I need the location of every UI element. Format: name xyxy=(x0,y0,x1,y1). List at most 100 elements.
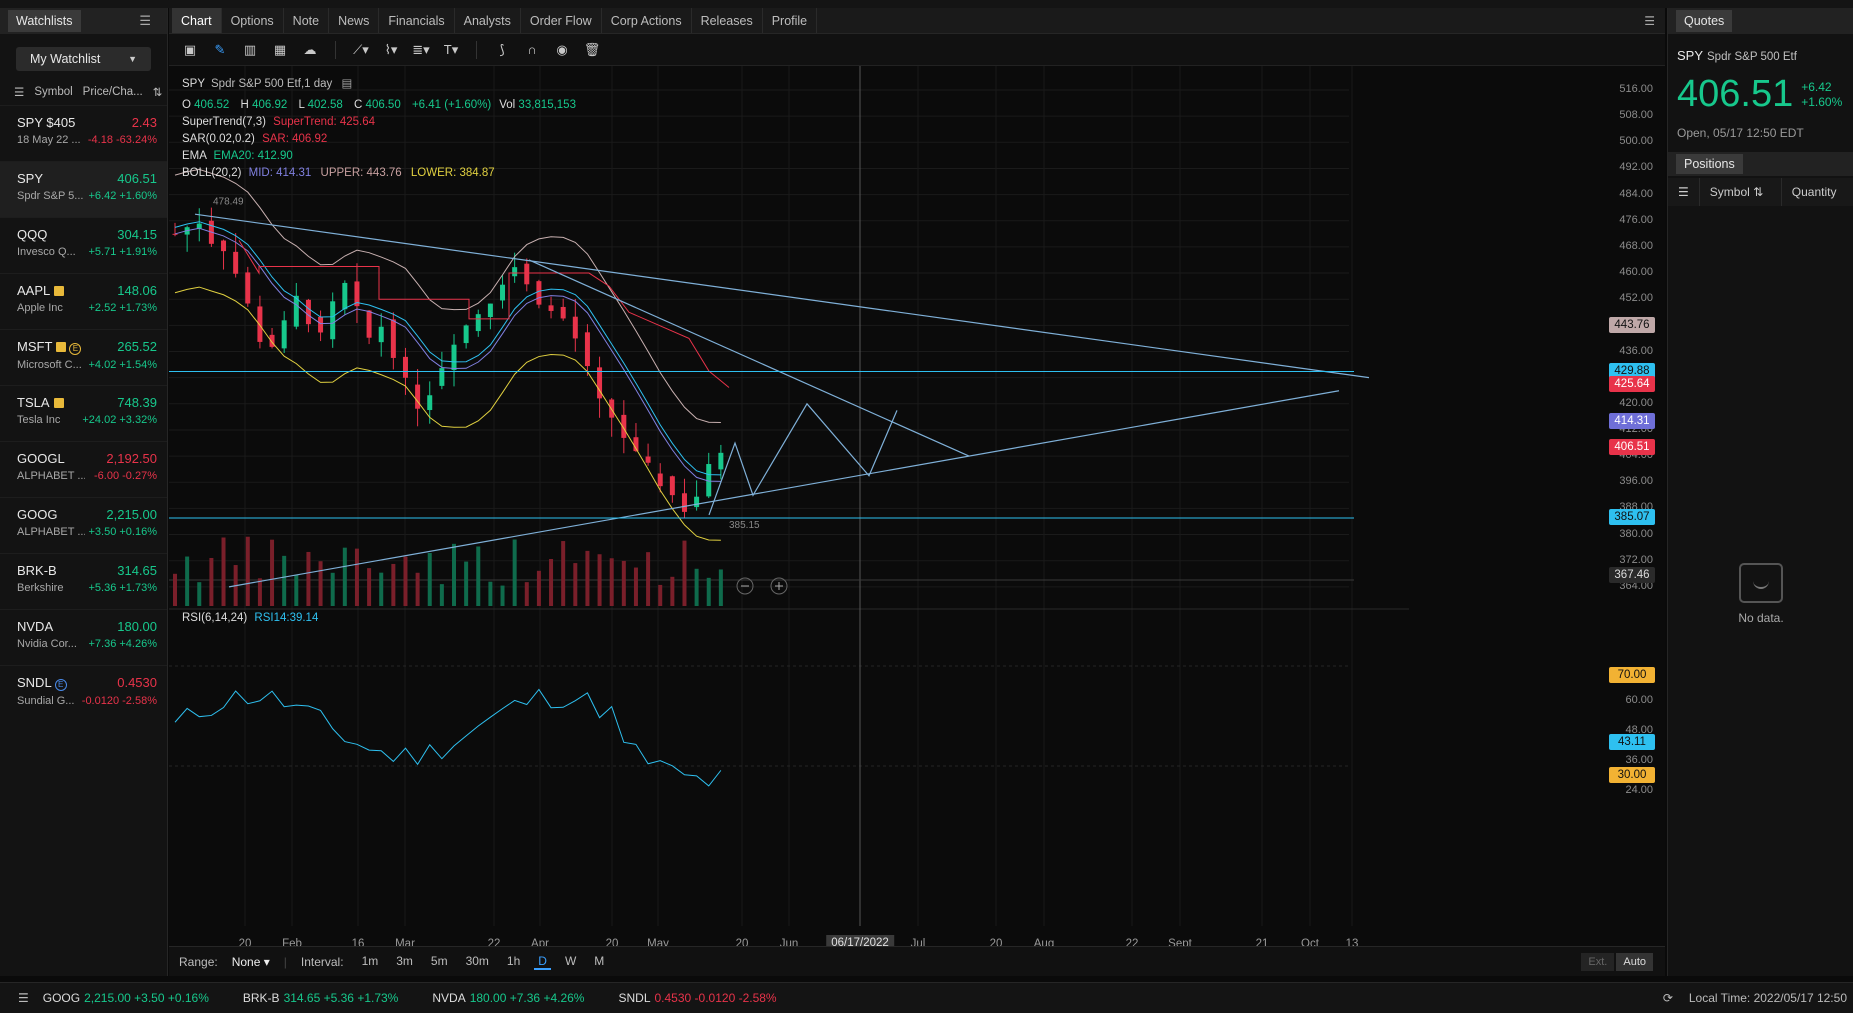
ticker-item[interactable]: GOOG 2,215.00 +3.50 +0.16% xyxy=(43,991,209,1005)
grid-icon[interactable]: ▦ xyxy=(273,41,287,57)
y-tick-label: 396.00 xyxy=(1619,475,1653,488)
tabs-menu-icon[interactable]: ☰ xyxy=(1644,13,1655,28)
col-symbol[interactable]: Symbol ⇅ xyxy=(1700,178,1782,206)
watchlist-row[interactable]: GOOG 2,215.00 ALPHABET ... +3.50 +0.16% xyxy=(0,497,167,553)
y-tick-label: 460.00 xyxy=(1619,266,1653,279)
quotes-tab[interactable]: Quotes xyxy=(1676,10,1733,32)
list-menu-icon[interactable]: ☰ xyxy=(14,87,25,99)
price-tag: 385.07 xyxy=(1609,508,1655,525)
tab-profile[interactable]: Profile xyxy=(763,8,818,33)
watchlist-row[interactable]: GOOGL 2,192.50 ALPHABET ... -6.00 -0.27% xyxy=(0,441,167,497)
auto-button[interactable]: Auto xyxy=(1616,952,1653,971)
change-value: +6.41 (+1.60%) xyxy=(411,99,492,111)
ema-value: EMA20: 412.90 xyxy=(213,150,293,162)
tab-analysts[interactable]: Analysts xyxy=(455,8,521,33)
rsi-tag: 30.00 xyxy=(1609,767,1655,783)
pencil-icon[interactable]: ✎ xyxy=(214,41,226,57)
quote-change-pct: +1.60% xyxy=(1801,95,1843,109)
watchlist-row[interactable]: AAPL 148.06 Apple Inc +2.52 +1.73% xyxy=(0,273,167,329)
ticker-footer: ☰ GOOG 2,215.00 +3.50 +0.16% BRK-B 314.65 +… xyxy=(0,982,1853,1013)
tab-corp-actions[interactable]: Corp Actions xyxy=(602,8,692,33)
interval-m[interactable]: M xyxy=(594,953,605,968)
tab-financials[interactable]: Financials xyxy=(379,8,455,33)
refresh-icon[interactable]: ⟳ xyxy=(1662,991,1673,1005)
watchlist-row[interactable]: SPY $405 2.43 18 May 22 ... -4.18 -63.24% xyxy=(0,105,167,161)
interval-w[interactable]: W xyxy=(564,953,577,968)
supertrend-value: SuperTrend: 425.64 xyxy=(273,116,376,128)
col-quantity[interactable]: Quantity xyxy=(1791,185,1837,199)
quote-price: 406.51 xyxy=(1677,73,1794,115)
volume-bar xyxy=(354,548,359,606)
fib-tool-icon[interactable]: ≣▾ xyxy=(412,41,430,57)
quotes-panel: Quotes SPY Spdr S&P 500 Etf 406.51 +6.42 +… xyxy=(1667,8,1853,976)
ticker-symbol: GOOG xyxy=(42,991,81,1005)
tab-note[interactable]: Note xyxy=(284,8,330,33)
volume-bar xyxy=(318,561,323,606)
interval-30m[interactable]: 30m xyxy=(465,953,489,968)
brush-icon[interactable]: ⟆ xyxy=(499,41,505,57)
line-tool-icon[interactable]: ⟋▾ xyxy=(353,41,369,57)
flag-icon xyxy=(56,342,67,352)
boll-upper: UPPER: 443.76 xyxy=(320,167,402,179)
watchlist-row[interactable]: BRK-B 314.65 Berkshire +5.36 +1.73% xyxy=(0,553,167,609)
tab-order-flow[interactable]: Order Flow xyxy=(521,8,602,33)
text-tool-icon[interactable]: T▾ xyxy=(443,41,459,57)
watchlist-row[interactable]: NVDA 180.00 Nvidia Cor... +7.36 +4.26% xyxy=(0,609,167,665)
tab-releases[interactable]: Releases xyxy=(692,8,763,33)
candle-body xyxy=(427,395,433,411)
chart-area[interactable]: 478.49 385.15 SPY Spdr S&P 500 Etf,1 day ▤… xyxy=(169,66,1665,951)
candlestick-icon[interactable]: ▥ xyxy=(243,41,257,57)
row-change: +24.02 +3.32% xyxy=(82,414,157,426)
col-symbol[interactable]: Symbol xyxy=(34,86,73,98)
y-tick-label: 452.00 xyxy=(1619,292,1653,305)
ticker-item[interactable]: NVDA 180.00 +7.36 +4.26% xyxy=(432,991,584,1005)
boll-lower-line xyxy=(174,286,721,541)
sort-icon[interactable]: ⇅ xyxy=(152,87,163,99)
row-symbol: GOOGL xyxy=(17,451,65,466)
tab-news[interactable]: News xyxy=(329,8,380,33)
trash-icon[interactable]: 🗑 xyxy=(583,41,601,57)
price-chart[interactable]: 478.49 385.15 xyxy=(169,66,1665,946)
tab-options[interactable]: Options xyxy=(222,8,284,33)
ext-button[interactable]: Ext. xyxy=(1581,952,1615,971)
magnet-icon[interactable]: ∩ xyxy=(527,42,537,57)
watchlist-row[interactable]: QQQ 304.15 Invesco Q... +5.71 +1.91% xyxy=(0,217,167,273)
watchlist-row[interactable]: TSLA 748.39 Tesla Inc +24.02 +3.32% xyxy=(0,385,167,441)
watchlists-tab[interactable]: Watchlists xyxy=(8,10,81,32)
tab-chart[interactable]: Chart xyxy=(172,8,222,33)
watchlist-row[interactable]: SPY 406.51 Spdr S&P 5... +6.42 +1.60% xyxy=(0,161,167,217)
candle-body xyxy=(257,306,263,342)
candle-body xyxy=(621,414,627,438)
candle-body xyxy=(342,282,348,310)
volume-bar xyxy=(573,563,578,606)
interval-1m[interactable]: 1m xyxy=(361,953,379,968)
volume-bar xyxy=(403,556,408,606)
col-price[interactable]: Price/Cha... xyxy=(82,86,143,98)
interval-1h[interactable]: 1h xyxy=(506,953,521,968)
watchlist-row[interactable]: MSFT E 265.52 Microsoft C... +4.02 +1.54% xyxy=(0,329,167,385)
interval-d[interactable]: D xyxy=(534,954,551,970)
high-value: 406.92 xyxy=(252,99,288,111)
image-icon[interactable]: ▣ xyxy=(183,41,197,57)
node-tool-icon[interactable]: ⌇▾ xyxy=(384,41,398,57)
watchlist-dropdown[interactable]: My Watchlist ▼ xyxy=(16,47,151,71)
hamburger-menu-icon[interactable]: ☰ xyxy=(139,13,151,28)
positions-menu-icon[interactable]: ☰ xyxy=(1668,178,1700,206)
watchlist-row[interactable]: SNDL E 0.4530 Sundial G... -0.0120 -2.58% xyxy=(0,665,167,721)
candle-body xyxy=(451,344,457,371)
interval-3m[interactable]: 3m xyxy=(396,953,413,968)
volume-bar xyxy=(633,567,638,606)
range-dropdown[interactable]: None ▾ xyxy=(231,954,270,969)
y-tick-label: 372.00 xyxy=(1619,553,1653,566)
candle-body xyxy=(657,473,663,487)
candle-body xyxy=(475,314,481,332)
cloud-icon[interactable]: ☁ xyxy=(303,41,317,57)
interval-5m[interactable]: 5m xyxy=(430,953,448,968)
eye-icon[interactable]: ◉ xyxy=(556,41,568,57)
volume-bar xyxy=(524,582,529,606)
ticker-item[interactable]: SNDL 0.4530 -0.0120 -2.58% xyxy=(618,991,776,1005)
legend-settings-icon[interactable]: ▤ xyxy=(341,78,353,90)
positions-tab[interactable]: Positions xyxy=(1676,154,1743,174)
ticker-item[interactable]: BRK-B 314.65 +5.36 +1.73% xyxy=(243,991,398,1005)
ticker-menu-icon[interactable]: ☰ xyxy=(18,991,29,1005)
